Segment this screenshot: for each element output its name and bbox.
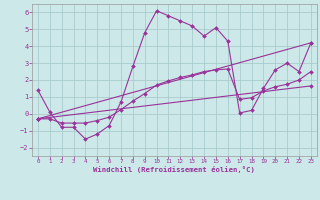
X-axis label: Windchill (Refroidissement éolien,°C): Windchill (Refroidissement éolien,°C) xyxy=(93,166,255,173)
